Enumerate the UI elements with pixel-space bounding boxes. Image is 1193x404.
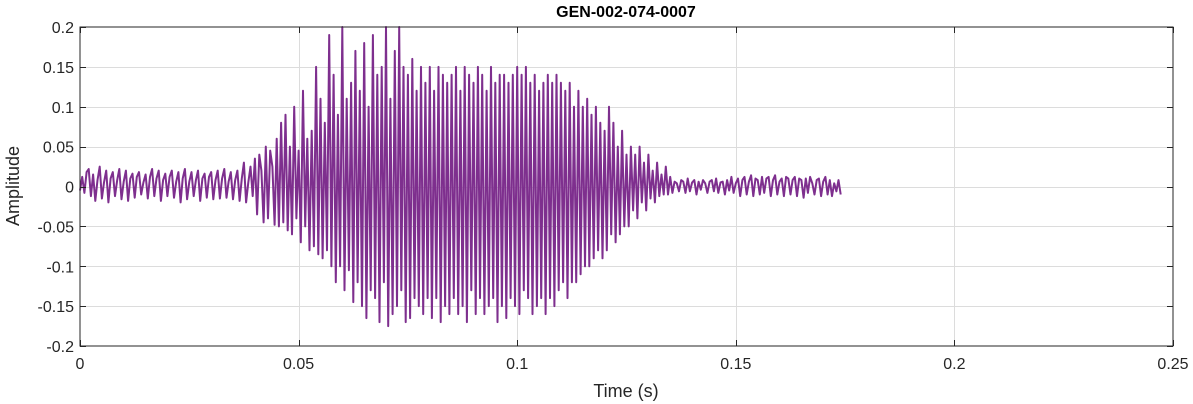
chart-title: GEN-002-074-0007: [556, 4, 696, 21]
y-tick-label: 0.15: [43, 60, 74, 77]
y-tick-label: 0.05: [43, 140, 74, 157]
x-tick-labels: 0 0.05 0.1 0.15 0.2 0.25: [76, 356, 1189, 373]
x-tick-label: 0.15: [720, 356, 751, 373]
plot-frame: [79, 26, 1174, 347]
x-tick-label: 0: [76, 356, 85, 373]
y-tick-label: -0.05: [38, 219, 75, 236]
x-tick-label: 0.2: [943, 356, 965, 373]
y-tick-labels: 0.2 0.15 0.1 0.05 0 -0.05 -0.1 -0.15 -0.2: [38, 20, 75, 356]
y-axis-title: Amplitude: [3, 146, 23, 226]
tick-marks: [80, 27, 1174, 347]
y-tick-label: -0.2: [46, 339, 74, 356]
y-tick-label: 0: [65, 180, 74, 197]
y-tick-label: -0.1: [46, 259, 74, 276]
x-tick-label: 0.05: [283, 356, 314, 373]
x-tick-label: 0.25: [1157, 356, 1188, 373]
y-tick-label: 0.2: [52, 20, 74, 37]
x-tick-label: 0.1: [506, 356, 528, 373]
y-tick-label: -0.15: [38, 299, 75, 316]
waveform-line: [79, 26, 842, 328]
y-tick-label: 0.1: [52, 100, 74, 117]
x-axis-title: Time (s): [593, 381, 658, 401]
